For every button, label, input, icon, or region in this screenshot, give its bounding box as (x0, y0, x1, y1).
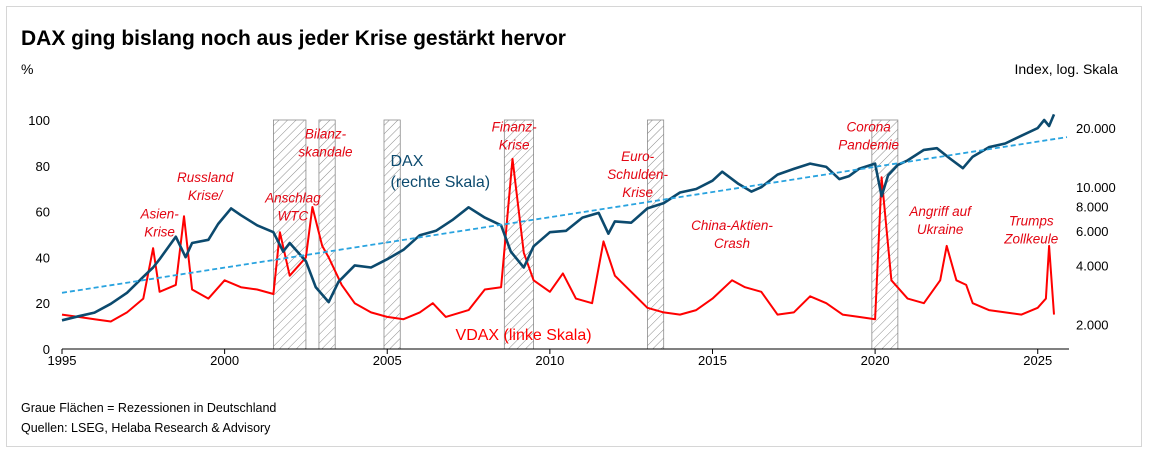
crisis-annotation: Asien-Krise (139, 206, 179, 239)
y-left-tick-label: 60 (36, 205, 50, 220)
crisis-annotation: Finanz-Krise (492, 119, 538, 152)
x-tick-label: 1995 (48, 353, 77, 368)
x-tick-label: 2025 (1023, 353, 1052, 368)
x-tick-label: 2010 (535, 353, 564, 368)
y-right-tick-label: 8.000 (1076, 199, 1109, 214)
crisis-annotation: Russland Krise/ (177, 170, 234, 203)
chart-title: DAX ging bislang noch aus jeder Krise ge… (21, 27, 566, 50)
y-right-tick-label: 2.000 (1076, 317, 1109, 332)
vdax-line (61, 157, 1055, 323)
x-tick-label: 2015 (698, 353, 727, 368)
y-left-tick-label: 0 (43, 342, 50, 357)
y-left-tick-label: 40 (36, 250, 50, 265)
crisis-annotation: Anschlag WTC (264, 190, 321, 223)
crisis-annotation: China-Aktien-Crash (691, 218, 773, 251)
axes: 1995 2000 2005 2010 2015 2020 2025 0 20 40 60 80 100… (28, 113, 1115, 368)
chart-frame (6, 6, 1142, 447)
y-right-tick-label: 20.000 (1076, 121, 1116, 136)
x-tick-label: 2000 (210, 353, 239, 368)
series-lines (61, 113, 1068, 323)
right-axis-unit: Index, log. Skala (1014, 61, 1118, 77)
y-left-tick-label: 100 (28, 113, 50, 128)
x-tick-label: 2005 (373, 353, 402, 368)
crisis-annotation: Corona Pandemie (838, 119, 899, 152)
recession-area (503, 119, 535, 350)
dax-line (61, 113, 1056, 322)
crisis-annotation: Trumps Zollkeule (1003, 213, 1058, 246)
y-left-tick-label: 20 (36, 296, 50, 311)
y-right-tick-label: 6.000 (1076, 224, 1109, 239)
left-axis-unit: % (21, 61, 34, 77)
y-right-tick-label: 10.000 (1076, 180, 1116, 195)
crisis-annotation: Euro-Schulden-Krise (607, 149, 668, 200)
crisis-annotation: Angriff auf Ukraine (908, 204, 972, 237)
trend-line (61, 136, 1068, 294)
recession-note: Graue Flächen = Rezessionen in Deutschla… (21, 401, 277, 415)
recession-areas (273, 119, 899, 350)
series-label: DAX (rechte Skala) (390, 153, 490, 191)
y-right-tick-label: 4.000 (1076, 258, 1109, 273)
series-label: VDAX (linke Skala) (456, 327, 592, 344)
crisis-annotation: Bilanz-skandale (298, 126, 352, 159)
y-left-tick-label: 80 (36, 159, 50, 174)
source-note: Quellen: LSEG, Helaba Research & Advisor… (21, 421, 271, 435)
x-tick-label: 2020 (861, 353, 890, 368)
